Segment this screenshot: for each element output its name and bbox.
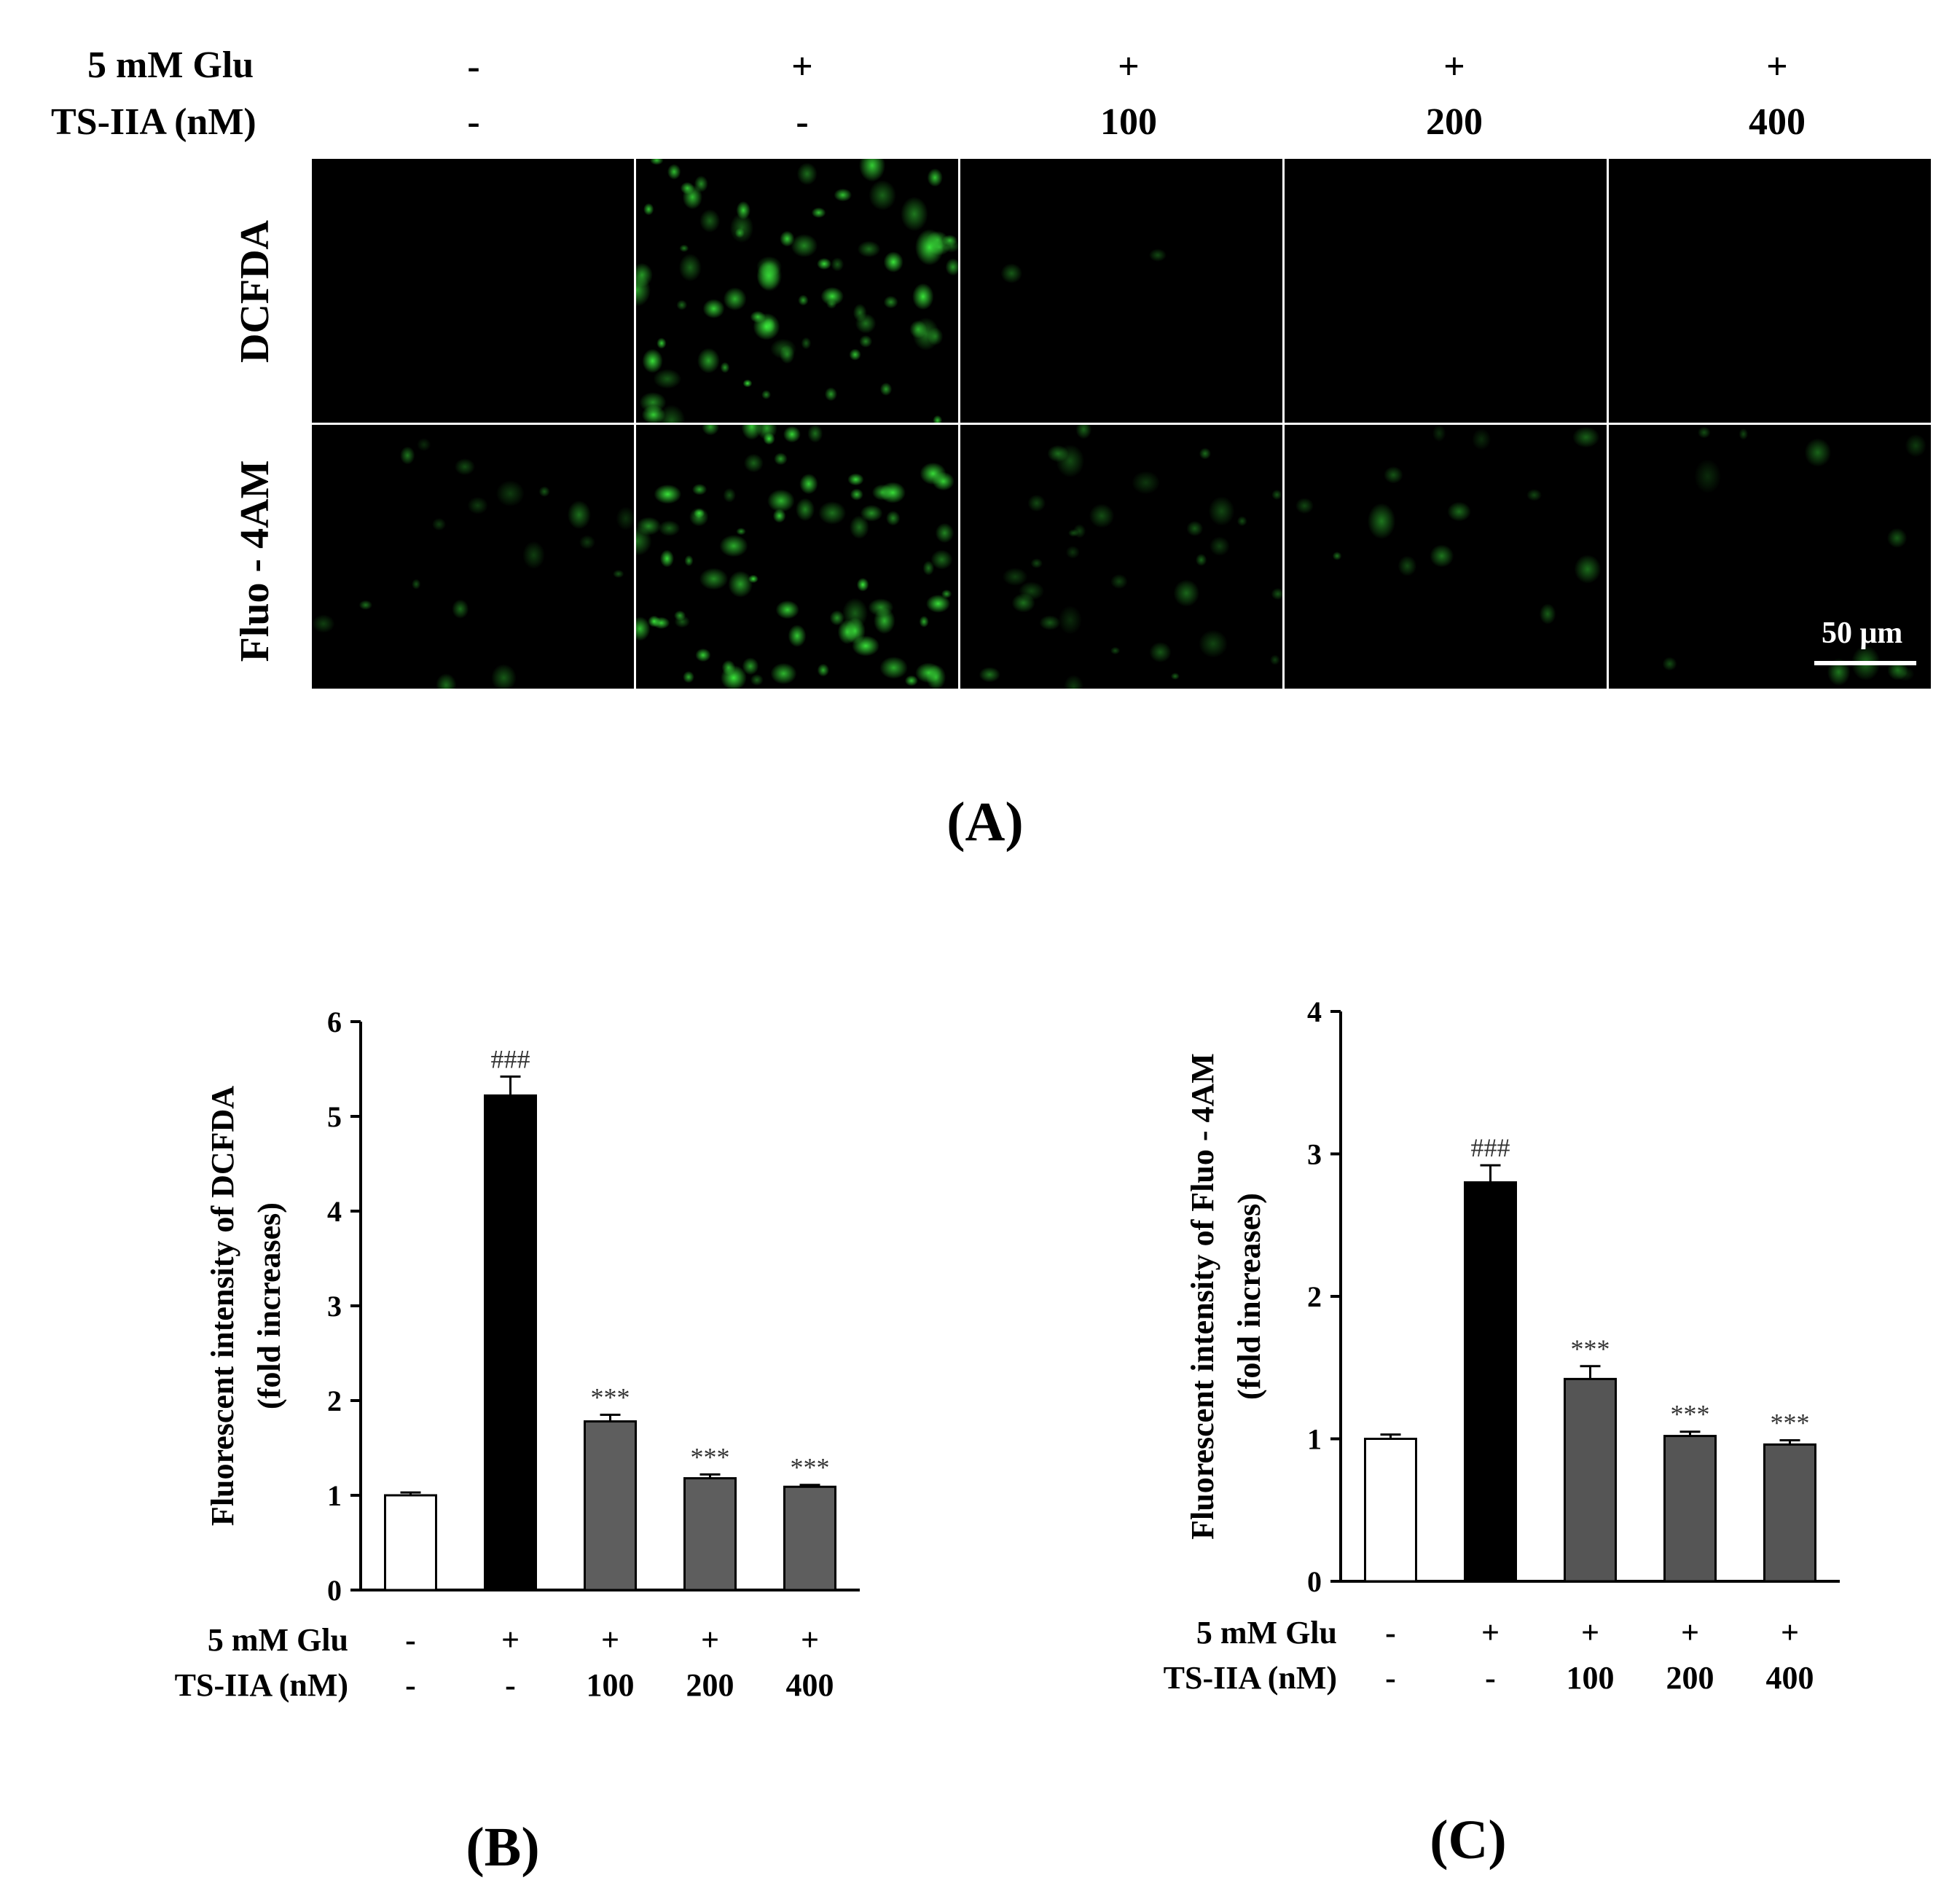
- condition-value: 100: [587, 1667, 635, 1703]
- y-tick-label: 2: [1307, 1280, 1322, 1313]
- row-header-glu: 5 mM Glu: [87, 44, 254, 86]
- significance-label: ***: [591, 1383, 630, 1412]
- bar: [584, 1420, 637, 1591]
- condition-value: +: [1781, 1615, 1799, 1651]
- y-tick-label: 1: [1307, 1423, 1322, 1456]
- micrograph-fluo-4am-5: 50 μm: [1609, 425, 1931, 689]
- condition-value: +: [501, 1622, 520, 1658]
- significance-label: ***: [691, 1442, 730, 1471]
- y-tick-label: 2: [327, 1385, 342, 1417]
- y-axis-label: Fluorescent intensity of DCFDA: [205, 1086, 240, 1526]
- y-tick-label: 6: [327, 1006, 342, 1038]
- y-tick-label: 3: [327, 1290, 342, 1323]
- micrograph-dcfda-3: [960, 159, 1282, 423]
- micrograph-dcfda-5: [1609, 159, 1931, 423]
- y-tick-label: 1: [327, 1479, 342, 1512]
- col2-glu: +: [791, 46, 813, 87]
- condition-row-label: 5 mM Glu: [1196, 1615, 1337, 1651]
- micrograph-fluo-4am-3: [960, 425, 1282, 689]
- condition-value: +: [1581, 1615, 1599, 1651]
- micrograph-dcfda-2: [636, 159, 958, 423]
- bar: [1564, 1377, 1617, 1583]
- condition-value: +: [701, 1622, 719, 1658]
- y-tick-label: 0: [1307, 1565, 1322, 1598]
- condition-value: -: [1385, 1660, 1396, 1696]
- condition-value: 200: [1666, 1660, 1714, 1696]
- significance-label: ###: [1471, 1133, 1510, 1162]
- micrograph-grid: 50 μm: [312, 159, 1931, 689]
- condition-value: 100: [1567, 1660, 1615, 1696]
- significance-label: ***: [791, 1453, 830, 1482]
- bar: [683, 1477, 737, 1591]
- row-label-dcfda: DCFDA: [232, 220, 278, 363]
- col4-glu: +: [1443, 46, 1465, 87]
- y-tick-label: 0: [327, 1574, 342, 1607]
- condition-value: 400: [1766, 1660, 1814, 1696]
- row-header-ts: TS-IIA (nM): [51, 101, 256, 143]
- bar: [1464, 1181, 1517, 1583]
- scale-bar: [1814, 661, 1916, 665]
- y-axis-label: (fold increases): [1231, 1193, 1267, 1400]
- bar: [783, 1485, 836, 1591]
- col1-glu: -: [467, 46, 480, 87]
- bar: [484, 1094, 537, 1591]
- condition-value: -: [1385, 1615, 1396, 1651]
- bar: [1364, 1438, 1417, 1583]
- micrograph-dcfda-4: [1285, 159, 1607, 423]
- micrograph-fluo-4am-4: [1285, 425, 1607, 689]
- condition-value: +: [1681, 1615, 1699, 1651]
- col3-glu: +: [1118, 46, 1140, 87]
- chart-fluo: 0 1 2 3 4 Fluorescent intensity of Fluo - 4AM…: [1164, 995, 1840, 1871]
- col5-glu: +: [1766, 46, 1788, 87]
- col3-ts: 100: [1100, 101, 1157, 143]
- condition-value: 200: [686, 1667, 734, 1703]
- col2-ts: -: [796, 101, 809, 143]
- col5-ts: 400: [1749, 101, 1806, 143]
- micrograph-dcfda-1: [312, 159, 634, 423]
- significance-label: ***: [1571, 1334, 1610, 1363]
- y-axis-label: (fold increases): [251, 1202, 287, 1409]
- col4-ts: 200: [1426, 101, 1483, 143]
- row-label-fluo: Fluo - 4AM: [232, 460, 278, 662]
- chart-dcfda: 0 1 2 3 4 5 6 Fluorescent intensity of DCFDA (fo…: [175, 1006, 860, 1878]
- condition-value: 400: [786, 1667, 834, 1703]
- condition-row-label: TS-IIA (nM): [1164, 1660, 1337, 1696]
- condition-row-label: 5 mM Glu: [208, 1622, 348, 1658]
- condition-row-label: TS-IIA (nM): [175, 1667, 348, 1703]
- significance-label: ###: [491, 1044, 530, 1073]
- y-axis-label: Fluorescent intensity of Fluo - 4AM: [1185, 1053, 1220, 1540]
- condition-value: -: [405, 1622, 416, 1658]
- bar: [1663, 1435, 1717, 1583]
- col1-ts: -: [467, 101, 480, 143]
- bar: [384, 1494, 437, 1591]
- panel-label: (B): [466, 1817, 539, 1878]
- scale-bar-label: 50 μm: [1822, 616, 1903, 650]
- y-tick-label: 5: [327, 1100, 342, 1133]
- significance-label: ***: [1771, 1408, 1810, 1437]
- condition-value: +: [1481, 1615, 1500, 1651]
- condition-value: -: [1485, 1660, 1496, 1696]
- condition-value: +: [601, 1622, 619, 1658]
- panel-label: (C): [1430, 1809, 1507, 1871]
- micrograph-fluo-4am-2: [636, 425, 958, 689]
- micrograph-fluo-4am-1: [312, 425, 634, 689]
- bar: [1763, 1443, 1816, 1583]
- y-tick-label: 4: [327, 1195, 342, 1228]
- y-tick-label: 3: [1307, 1138, 1322, 1171]
- panel-label-a: (A): [946, 791, 1024, 853]
- y-tick-label: 4: [1307, 995, 1322, 1028]
- significance-label: ***: [1671, 1400, 1710, 1429]
- condition-value: +: [801, 1622, 819, 1658]
- condition-value: -: [405, 1667, 416, 1703]
- condition-value: -: [505, 1667, 516, 1703]
